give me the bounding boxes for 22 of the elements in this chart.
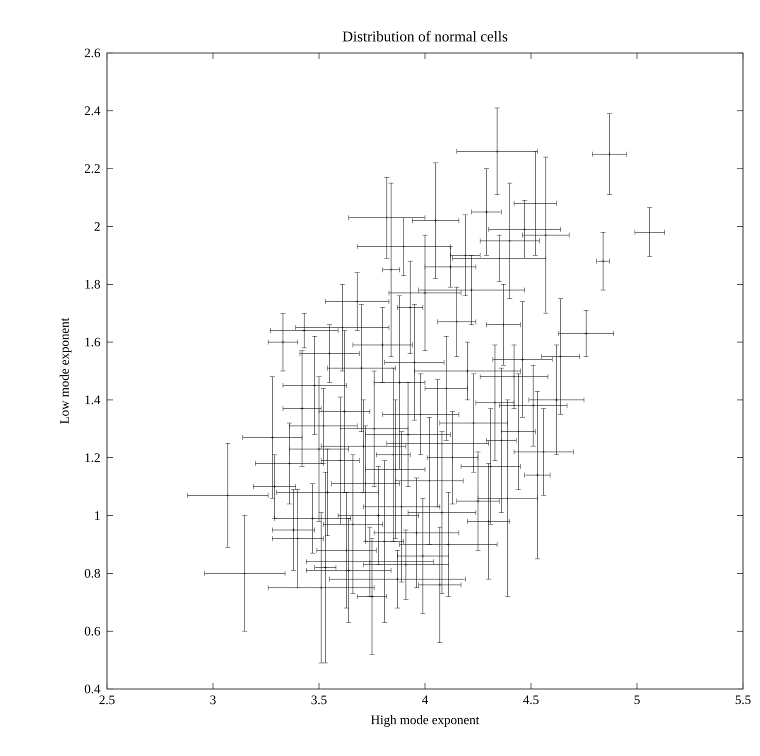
chart-title: Distribution of normal cells [342,30,508,42]
x-tick-label: 4.5 [523,696,539,704]
x-tick-label: 5.5 [736,696,751,704]
y-tick-label: 1 [95,511,100,520]
y-tick-label: 2 [94,222,100,231]
x-tick-label: 4 [422,696,428,704]
y-tick-label: 2.6 [84,48,100,58]
y-tick-label: 1.4 [85,396,100,404]
x-tick-label: 2.5 [99,696,115,704]
x-tick-label: 5 [634,696,640,704]
x-tick-label: 3.5 [312,696,327,704]
x-axis-title: High mode exponent [371,715,480,727]
y-axis-title: Low mode exponent [60,318,72,424]
y-tick-label: 0.4 [84,684,100,694]
y-tick-label: 1.6 [85,338,100,346]
y-tick-label: 0.8 [84,568,100,578]
y-tick-label: 1.8 [85,280,100,289]
y-tick-label: 0.6 [84,626,100,636]
x-tick-label: 3 [210,696,216,704]
y-tick-label: 2.4 [84,106,100,116]
y-tick-label: 1.2 [85,453,100,462]
y-tick-label: 2.2 [84,164,100,174]
